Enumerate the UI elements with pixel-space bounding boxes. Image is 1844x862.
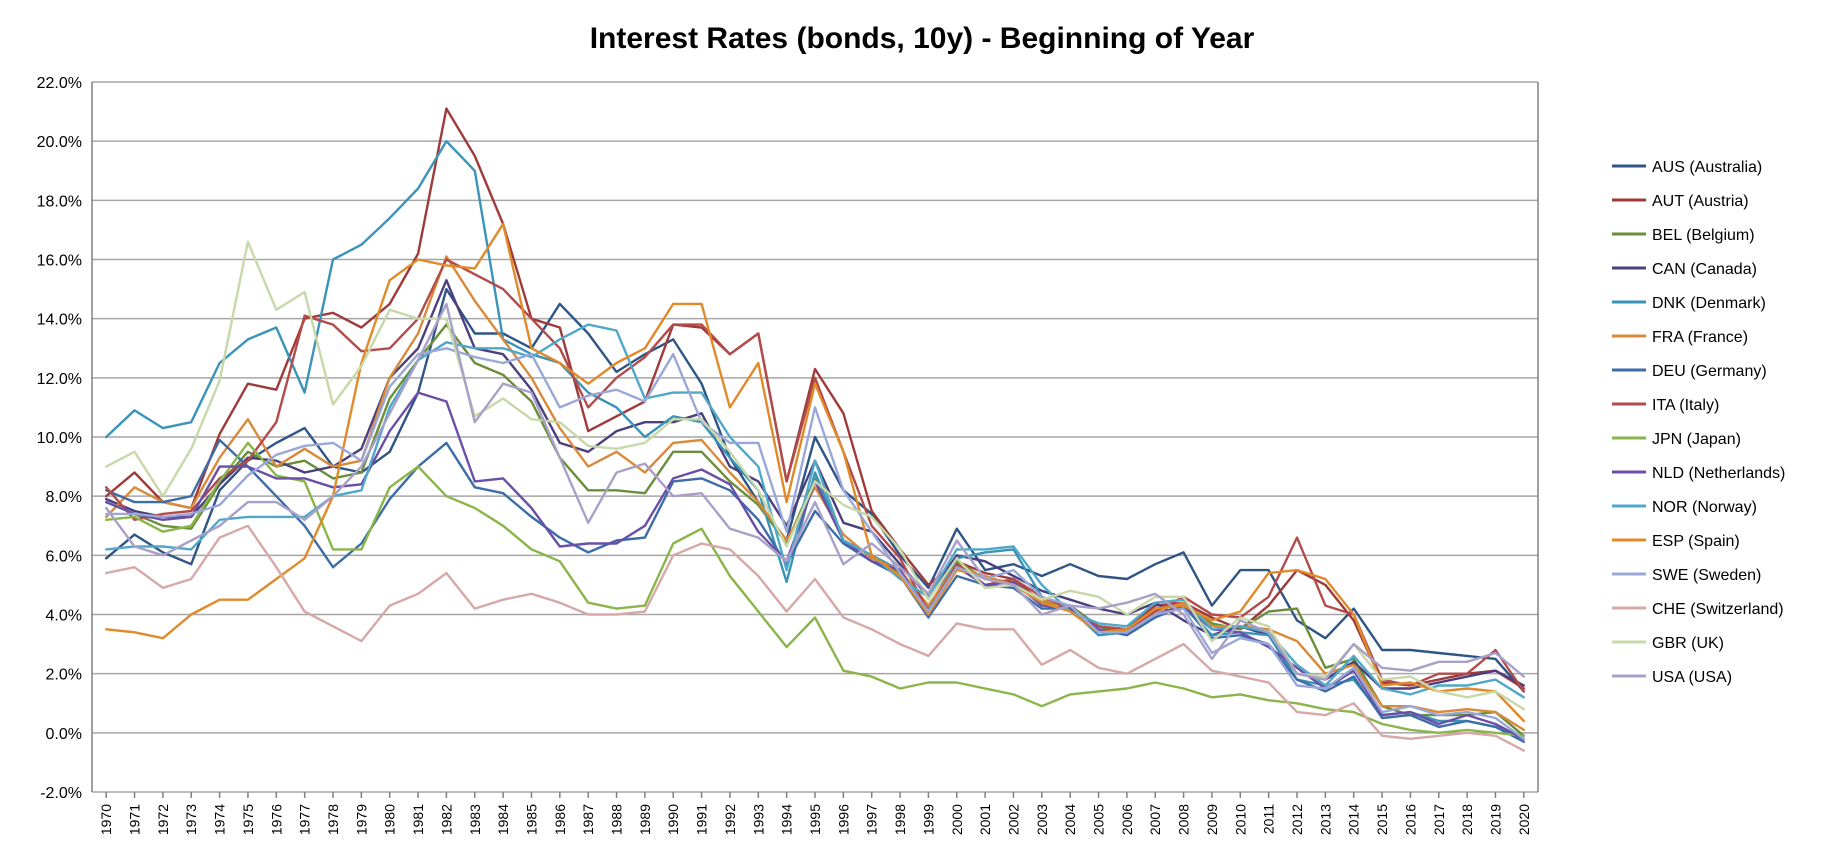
y-tick-label: 8.0% xyxy=(46,489,82,506)
x-tick-label: 1996 xyxy=(835,804,851,835)
x-tick-label: 2005 xyxy=(1091,804,1107,835)
x-tick-label: 2019 xyxy=(1487,804,1503,835)
series-line-usa xyxy=(104,302,1526,681)
x-tick-label: 1997 xyxy=(864,804,880,835)
x-tick-label: 2012 xyxy=(1289,804,1305,835)
y-tick-label: 16.0% xyxy=(37,253,82,270)
y-tick-label: -2.0% xyxy=(40,785,82,802)
legend-label: ITA (Italy) xyxy=(1652,397,1719,414)
x-tick-label: 1995 xyxy=(807,804,823,835)
x-tick-label: 2011 xyxy=(1261,804,1277,834)
legend-label: GBR (UK) xyxy=(1652,635,1724,652)
x-tick-label: 1971 xyxy=(127,804,143,835)
x-tick-label: 2008 xyxy=(1176,804,1192,835)
x-tick-label: 2006 xyxy=(1119,804,1135,835)
y-tick-label: 4.0% xyxy=(46,608,82,625)
series-line-che xyxy=(104,524,1526,752)
x-tick-label: 2001 xyxy=(977,804,993,835)
x-tick-label: 2009 xyxy=(1204,804,1220,835)
x-tick-label: 1989 xyxy=(637,804,653,835)
series-line-swe xyxy=(104,347,1526,740)
y-tick-label: 14.0% xyxy=(37,312,82,329)
x-tick-label: 1977 xyxy=(297,804,313,835)
series-lines xyxy=(104,107,1526,752)
series-line-bel xyxy=(104,323,1526,737)
x-tick-label: 2004 xyxy=(1062,804,1078,835)
x-tick-label: 1990 xyxy=(665,804,681,835)
series-line-ita xyxy=(104,258,1526,693)
x-tick-label: 1978 xyxy=(325,804,341,835)
x-tick-label: 1983 xyxy=(467,804,483,835)
x-tick-label: 1988 xyxy=(609,804,625,835)
legend-label: SWE (Sweden) xyxy=(1652,567,1761,584)
x-tick-label: 2000 xyxy=(949,804,965,835)
x-tick-label: 2017 xyxy=(1431,804,1447,835)
legend-label: AUT (Austria) xyxy=(1652,193,1749,210)
x-tick-label: 2020 xyxy=(1516,804,1532,835)
legend-label: USA (USA) xyxy=(1652,669,1732,686)
y-axis-ticks: 22.0% 20.0% 18.0% 16.0% 14.0% 12.0% 10.0% 8.0% 6… xyxy=(37,75,82,802)
x-tick-label: 1994 xyxy=(779,804,795,835)
series-line-esp xyxy=(104,222,1526,723)
x-tick-label: 1987 xyxy=(580,804,596,835)
series-line-aus xyxy=(104,287,1526,693)
x-tick-label: 2016 xyxy=(1402,804,1418,835)
x-tick-label: 1981 xyxy=(410,804,426,835)
x-tick-label: 1970 xyxy=(98,804,114,835)
legend-label: CHE (Switzerland) xyxy=(1652,601,1784,618)
x-tick-label: 1985 xyxy=(523,804,539,835)
x-tick-label: 1976 xyxy=(268,804,284,835)
y-tick-label: 10.0% xyxy=(37,430,82,447)
series-line-deu xyxy=(104,438,1526,743)
x-tick-label: 1975 xyxy=(240,804,256,835)
x-tick-label: 1979 xyxy=(353,804,369,835)
x-tick-label: 2014 xyxy=(1346,804,1362,835)
x-tick-label: 1999 xyxy=(920,804,936,835)
x-tick-label: 1993 xyxy=(750,804,766,835)
y-tick-label: 12.0% xyxy=(37,371,82,388)
y-tick-label: 0.0% xyxy=(46,726,82,743)
y-tick-label: 2.0% xyxy=(46,667,82,684)
legend-label: NLD (Netherlands) xyxy=(1652,465,1785,482)
legend-label: CAN (Canada) xyxy=(1652,261,1757,278)
x-tick-label: 1972 xyxy=(155,804,171,835)
x-tick-label: 1992 xyxy=(722,804,738,835)
series-line-nor xyxy=(104,323,1526,699)
x-tick-label: 1998 xyxy=(892,804,908,835)
x-tick-label: 1980 xyxy=(382,804,398,835)
legend-label: DEU (Germany) xyxy=(1652,363,1767,380)
x-tick-label: 2010 xyxy=(1232,804,1248,835)
x-tick-label: 2015 xyxy=(1374,804,1390,835)
legend: AUS (Australia) AUT (Austria) BEL (Belgium… xyxy=(1612,159,1785,686)
legend-label: ESP (Spain) xyxy=(1652,533,1740,550)
series-line-aut xyxy=(104,107,1526,690)
x-tick-label: 2002 xyxy=(1005,804,1021,835)
legend-label: BEL (Belgium) xyxy=(1652,227,1755,244)
legend-label: FRA (France) xyxy=(1652,329,1748,346)
y-tick-label: 18.0% xyxy=(37,193,82,210)
x-tick-label: 2013 xyxy=(1317,804,1333,835)
x-tick-label: 2007 xyxy=(1147,804,1163,835)
legend-label: JPN (Japan) xyxy=(1652,431,1741,448)
x-tick-label: 2018 xyxy=(1459,804,1475,835)
y-tick-label: 22.0% xyxy=(37,75,82,92)
x-tick-label: 1986 xyxy=(552,804,568,835)
y-tick-label: 6.0% xyxy=(46,548,82,565)
legend-label: AUS (Australia) xyxy=(1652,159,1762,176)
x-tick-label: 1982 xyxy=(438,804,454,835)
series-line-dnk xyxy=(104,139,1526,740)
x-tick-label: 1974 xyxy=(212,804,228,835)
x-tick-label: 1991 xyxy=(694,804,710,835)
legend-label: NOR (Norway) xyxy=(1652,499,1757,516)
x-tick-label: 1973 xyxy=(183,804,199,835)
x-axis-ticks: 1970 1971 1972 1973 1974 1975 1976 1977 1978 1979… xyxy=(98,792,1532,835)
y-tick-label: 20.0% xyxy=(37,134,82,151)
series-line-fra xyxy=(104,255,1526,732)
chart-title: Interest Rates (bonds, 10y) - Beginning … xyxy=(590,22,1255,55)
x-tick-label: 1984 xyxy=(495,804,511,835)
legend-label: DNK (Denmark) xyxy=(1652,295,1766,312)
x-tick-label: 2003 xyxy=(1034,804,1050,835)
